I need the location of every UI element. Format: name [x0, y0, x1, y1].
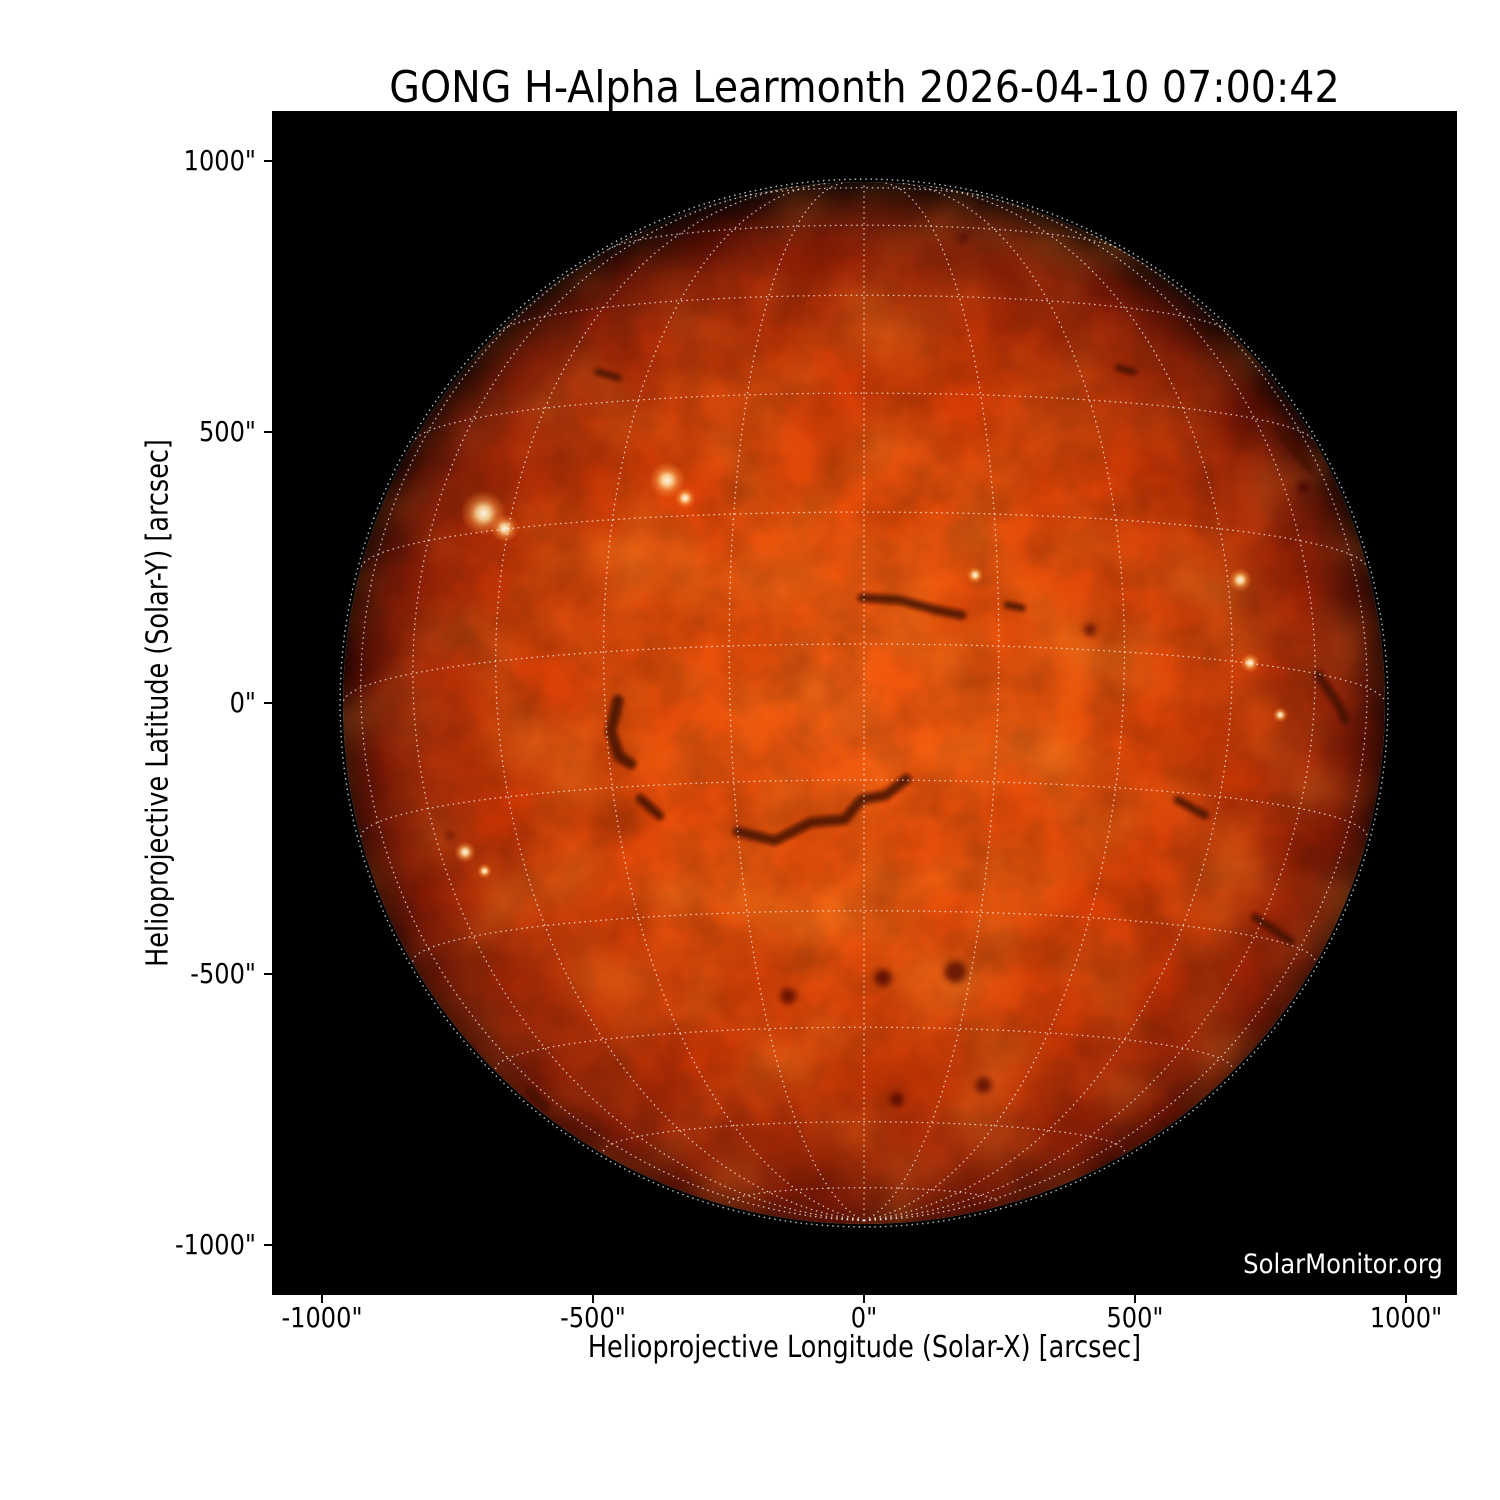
y-tick-label: -1000" [174, 1228, 256, 1262]
filament [1313, 670, 1350, 725]
plage-region [674, 487, 696, 509]
dark-spot [1084, 623, 1096, 636]
plage-region [966, 566, 984, 584]
dark-spot [958, 233, 968, 243]
x-tick-label: -500" [560, 1301, 626, 1334]
plage-region [490, 514, 519, 543]
y-tick-label: 500" [198, 414, 256, 448]
filament [732, 773, 912, 846]
grid-line [494, 1026, 1234, 1070]
plage-region [1272, 707, 1288, 723]
chart-title: GONG H-Alpha Learmonth 2026-04-10 07:00:… [389, 62, 1340, 113]
y-tick-label: 1000" [183, 143, 256, 177]
dark-spot [944, 961, 966, 983]
y-tick-label: -500" [190, 957, 256, 991]
sun-disk [343, 182, 1385, 1224]
heliographic-grid [342, 181, 1386, 1222]
dark-spot [1297, 481, 1310, 494]
grid-line [342, 643, 1386, 702]
plot-area [272, 111, 1457, 1295]
plage-region [476, 863, 493, 879]
plage-region [454, 841, 476, 863]
x-tick-mark [1134, 1295, 1136, 1303]
dark-spot [890, 1092, 905, 1107]
dark-spot [874, 969, 892, 987]
filament [1003, 601, 1026, 612]
grid-line [602, 1121, 1126, 1152]
x-tick-mark [592, 1295, 594, 1303]
x-tick-mark [321, 1295, 323, 1303]
grid-line [494, 185, 865, 1222]
filament [857, 593, 967, 620]
filament [1114, 364, 1137, 376]
grid-line [863, 181, 1000, 1222]
plage-region [1240, 653, 1260, 673]
y-tick-mark [264, 1244, 272, 1246]
plage-region [648, 461, 686, 499]
grid-line [728, 181, 865, 1222]
y-tick-mark [264, 702, 272, 704]
y-tick-mark [264, 431, 272, 433]
x-axis-label: Helioprojective Longitude (Solar-X) [arc… [587, 1330, 1142, 1365]
filaments-layer [526, 364, 1350, 1111]
dark-spot [780, 988, 797, 1005]
solar-disk-image [339, 178, 1389, 1228]
filament [635, 793, 665, 821]
plage-region [1228, 568, 1253, 592]
solar-limb-circle [339, 178, 1389, 1228]
y-tick-mark [264, 973, 272, 975]
dark-spots-layer [446, 233, 1310, 1107]
y-tick-mark [264, 160, 272, 162]
dark-spot [975, 1077, 992, 1094]
x-tick-mark [863, 1295, 865, 1303]
grid-line [360, 511, 1368, 568]
x-tick-label: 500" [1106, 1301, 1164, 1334]
filament [1173, 796, 1209, 820]
filament [1276, 425, 1315, 473]
filament [605, 694, 637, 770]
x-tick-label: -1000" [281, 1301, 363, 1334]
x-tick-label: 1000" [1369, 1301, 1443, 1334]
dark-spot [446, 831, 454, 840]
plage-regions-layer [454, 461, 1288, 879]
x-tick-label: 0" [850, 1301, 878, 1334]
filament [1250, 913, 1296, 946]
filament [526, 1086, 549, 1111]
filament [594, 368, 622, 382]
y-tick-label: 0" [229, 686, 256, 719]
watermark-text: SolarMonitor.org [1243, 1249, 1443, 1280]
grid-line [863, 185, 1234, 1222]
grid-line [728, 1187, 1000, 1204]
x-tick-mark [1405, 1295, 1407, 1303]
